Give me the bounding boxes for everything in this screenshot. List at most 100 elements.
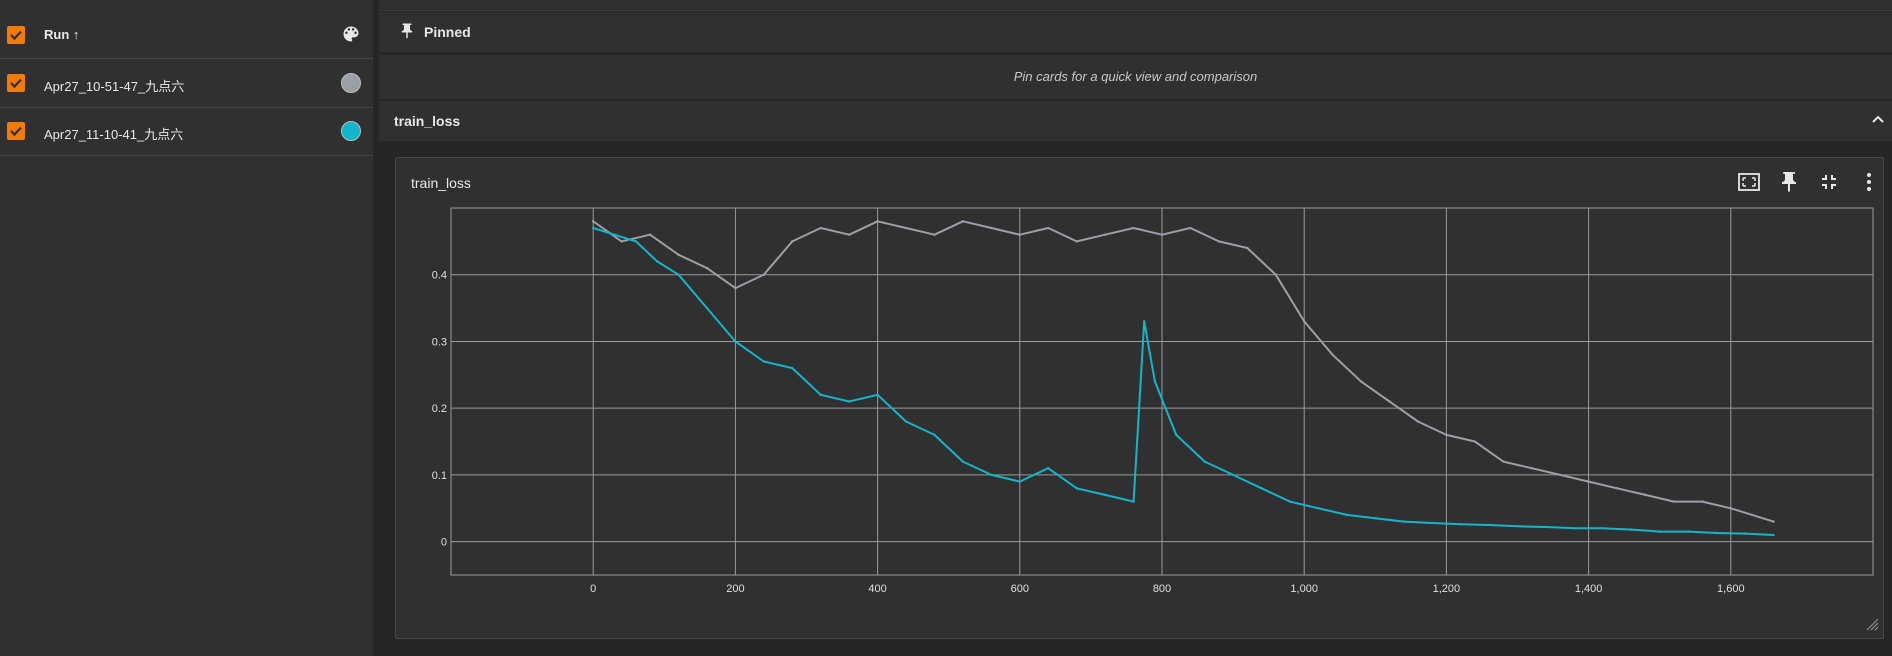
series-point bbox=[847, 400, 851, 403]
group-title: train_loss bbox=[394, 113, 461, 129]
series-point bbox=[1153, 380, 1157, 383]
series-point bbox=[1459, 523, 1462, 526]
series-point bbox=[990, 473, 993, 477]
series-point bbox=[1217, 240, 1221, 243]
series-point bbox=[1246, 246, 1249, 250]
series-point bbox=[1231, 473, 1235, 477]
series-point bbox=[791, 366, 794, 370]
series-point bbox=[1075, 240, 1078, 243]
series-point bbox=[961, 220, 965, 223]
y-tick-label: 0 bbox=[441, 537, 447, 549]
x-tick-label: 400 bbox=[868, 583, 886, 595]
series-point bbox=[1473, 440, 1477, 443]
x-tick-label: 600 bbox=[1011, 583, 1029, 595]
series-point bbox=[1189, 226, 1192, 230]
line-chart[interactable]: 0 200 400 600 800 1,000 1,200 1,400 1,600 0 0.1 0.2… bbox=[396, 158, 1883, 638]
fullscreen-exit-icon[interactable] bbox=[1817, 170, 1841, 194]
series-point bbox=[847, 233, 851, 236]
series-point bbox=[1729, 507, 1733, 510]
series-point bbox=[876, 393, 879, 397]
series-point bbox=[990, 226, 993, 230]
series-point bbox=[1445, 433, 1448, 437]
select-all-checkbox[interactable] bbox=[7, 26, 25, 44]
series-point bbox=[734, 340, 737, 343]
card-group-header[interactable]: train_loss bbox=[379, 101, 1892, 141]
series-point bbox=[1103, 233, 1107, 236]
pinned-section-header: Pinned bbox=[379, 12, 1892, 52]
series-point bbox=[1573, 527, 1576, 530]
series-point bbox=[1601, 527, 1605, 530]
fit-domain-icon[interactable] bbox=[1737, 170, 1761, 194]
series-point bbox=[1544, 525, 1548, 529]
palette-icon[interactable] bbox=[341, 24, 359, 42]
series-point bbox=[1516, 525, 1519, 528]
series-point bbox=[933, 233, 936, 236]
series-point bbox=[1772, 533, 1775, 537]
y-tick-label: 0.4 bbox=[432, 270, 447, 282]
series-point bbox=[1018, 480, 1021, 483]
series-point bbox=[705, 306, 709, 310]
series-point bbox=[634, 240, 638, 243]
series-point bbox=[655, 260, 659, 263]
run-row[interactable]: Apr27_11-10-41_九点六 bbox=[0, 107, 373, 156]
series-point bbox=[1772, 520, 1775, 523]
series-point bbox=[1047, 467, 1050, 470]
series-point bbox=[1658, 530, 1661, 533]
x-tick-label: 1,400 bbox=[1575, 583, 1603, 595]
series-point bbox=[1502, 460, 1505, 463]
pin-icon bbox=[398, 21, 416, 44]
series-point bbox=[1686, 530, 1690, 533]
series-point bbox=[1587, 480, 1590, 483]
y-tick-label: 0.2 bbox=[432, 403, 447, 415]
run-checkbox[interactable] bbox=[7, 122, 25, 140]
series-point bbox=[648, 233, 652, 236]
x-tick-label: 1,200 bbox=[1433, 583, 1461, 595]
series-point bbox=[1103, 493, 1107, 497]
series-point bbox=[705, 266, 709, 270]
series-point bbox=[1288, 500, 1292, 503]
series-point bbox=[904, 420, 908, 423]
series-point bbox=[762, 360, 766, 363]
pin-icon[interactable] bbox=[1777, 170, 1801, 194]
resize-handle-icon[interactable] bbox=[1865, 617, 1879, 634]
series-point bbox=[1175, 433, 1178, 437]
series-point bbox=[1132, 226, 1135, 230]
series-point bbox=[1047, 226, 1050, 230]
series-point bbox=[1388, 400, 1391, 403]
series-point bbox=[1359, 380, 1363, 383]
series-point bbox=[1416, 420, 1420, 423]
series-point bbox=[762, 273, 766, 276]
series-point bbox=[1530, 467, 1533, 470]
series-point bbox=[1274, 273, 1277, 276]
pinned-empty-message: Pin cards for a quick view and compariso… bbox=[1013, 69, 1258, 84]
runs-sidebar: Run ↑ Apr27_10-51-47_九点六 Apr27_11-10-41_… bbox=[0, 0, 373, 656]
series-point bbox=[1701, 500, 1704, 503]
series-point bbox=[876, 220, 879, 223]
y-tick-label: 0.3 bbox=[432, 336, 447, 348]
chevron-up-icon[interactable] bbox=[1870, 111, 1886, 130]
run-checkbox[interactable] bbox=[7, 74, 25, 92]
series-point bbox=[1644, 493, 1647, 497]
series-point bbox=[677, 253, 680, 256]
series-point bbox=[819, 393, 822, 397]
series-point bbox=[592, 220, 595, 223]
series-point bbox=[1260, 487, 1263, 490]
sidebar-resize-handle[interactable] bbox=[373, 0, 379, 656]
more-vert-icon[interactable] bbox=[1857, 170, 1881, 194]
run-name: Apr27_11-10-41_九点六 bbox=[44, 127, 184, 142]
run-color-swatch[interactable] bbox=[341, 121, 361, 141]
series-point bbox=[1487, 523, 1491, 527]
run-column-header[interactable]: Run ↑ bbox=[44, 27, 80, 42]
x-tick-label: 1,000 bbox=[1290, 583, 1318, 595]
series-point bbox=[1374, 517, 1377, 520]
run-color-swatch[interactable] bbox=[341, 73, 361, 93]
series-point bbox=[1160, 233, 1164, 236]
run-row[interactable]: Apr27_10-51-47_九点六 bbox=[0, 59, 373, 108]
top-strip bbox=[379, 0, 1892, 11]
series-point bbox=[1331, 353, 1334, 356]
series-point bbox=[1132, 500, 1135, 503]
series-point bbox=[1345, 513, 1349, 517]
series-point bbox=[620, 240, 623, 243]
series-point bbox=[819, 226, 822, 230]
series-point bbox=[933, 433, 936, 437]
